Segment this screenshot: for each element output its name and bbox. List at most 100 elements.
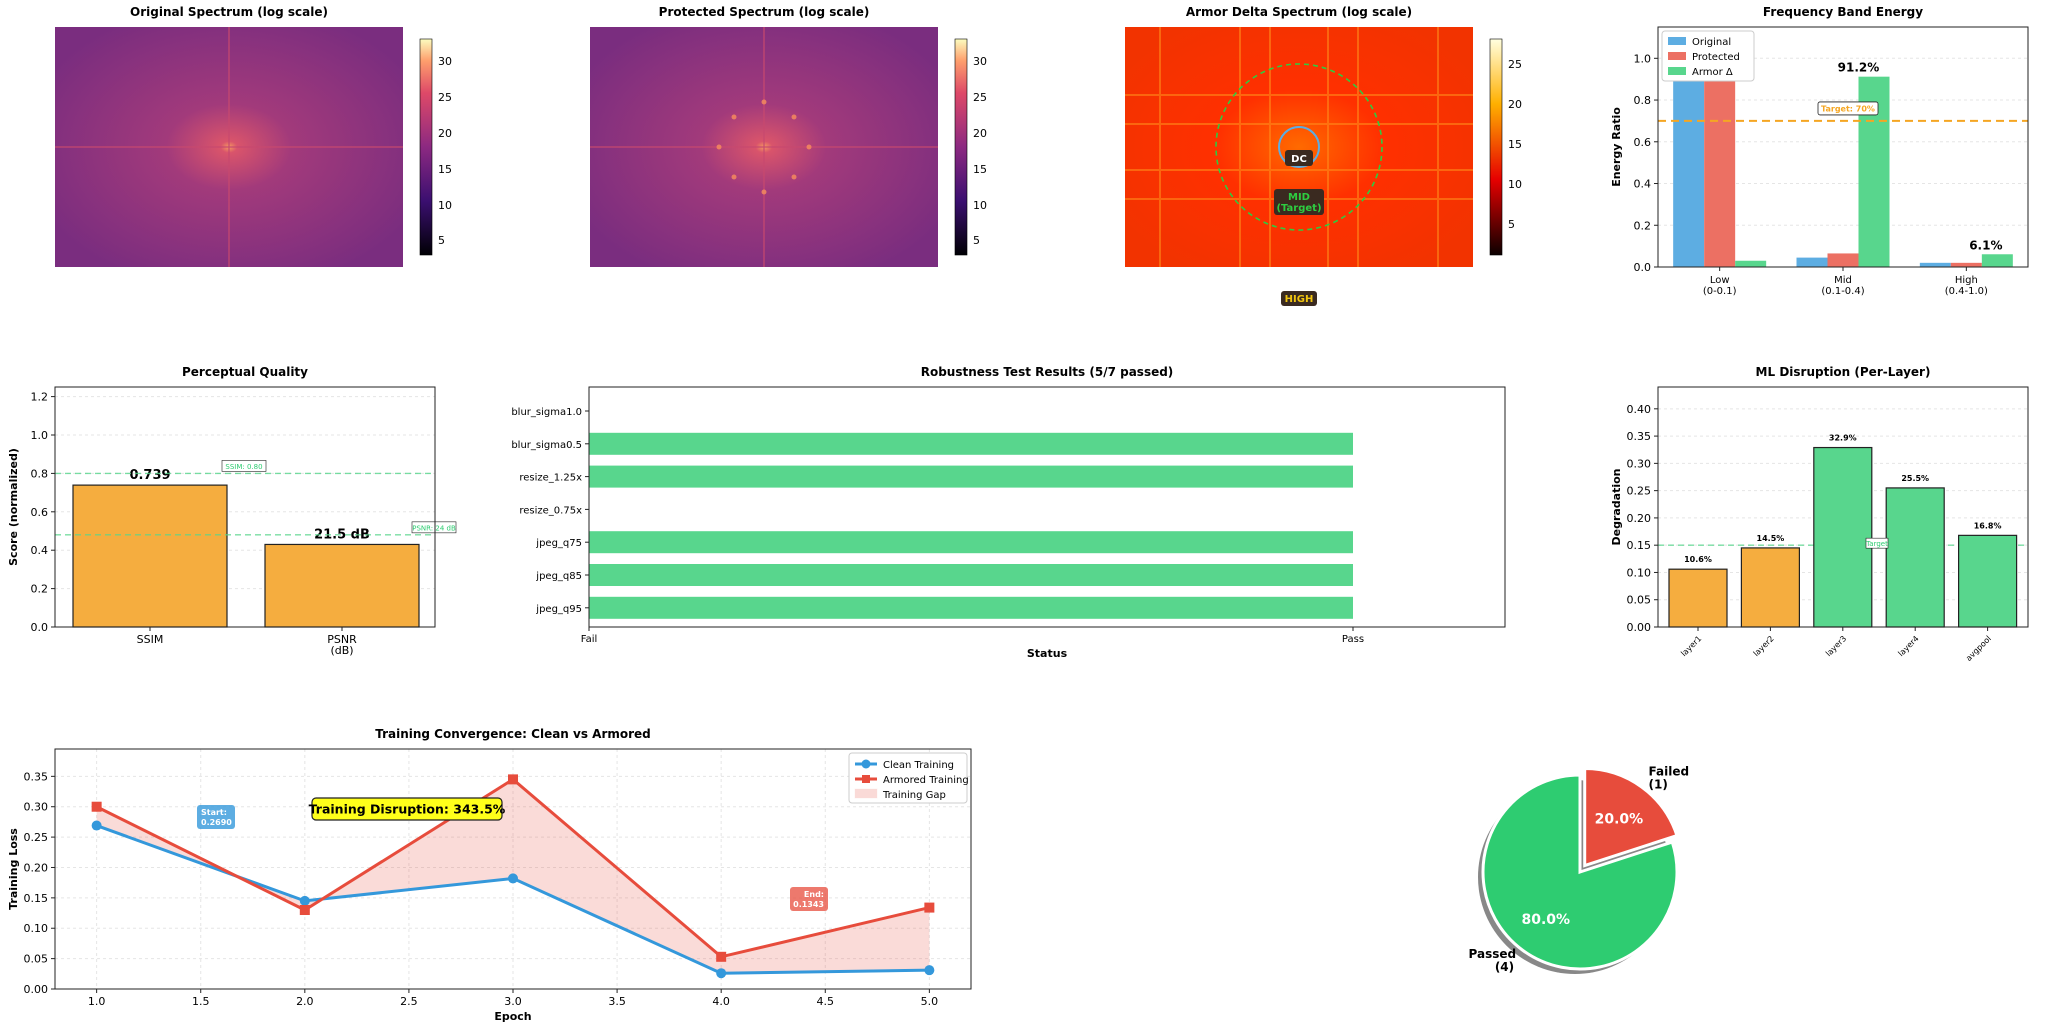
mid-label-line1: MID xyxy=(1288,192,1310,203)
cbar-tick: 10 xyxy=(1508,178,1522,191)
x-tick-label: 5.0 xyxy=(921,995,939,1008)
clean-point xyxy=(716,968,727,979)
end-label-line1: End: xyxy=(804,890,824,899)
x-tick-label: PSNR xyxy=(327,633,357,646)
disruption-label: Training Disruption: 343.5% xyxy=(309,802,506,817)
robustness-chart: Robustness Test Results (5/7 passed) blur… xyxy=(480,360,1540,670)
data-label: 14.5% xyxy=(1757,534,1785,543)
target-label-box xyxy=(1817,101,1879,116)
bar-protected xyxy=(1950,262,1982,267)
y-tick-label: 0.00 xyxy=(1627,621,1652,634)
legend-swatch xyxy=(1668,37,1686,45)
dc-label: DC xyxy=(1291,154,1307,165)
x-tick-label: (0-0.1) xyxy=(1703,286,1737,297)
chart-title: Training Convergence: Clean vs Armored xyxy=(375,727,651,741)
armored-point xyxy=(508,774,518,785)
training-convergence-chart: Training Convergence: Clean vs Armored 1.… xyxy=(0,715,990,1036)
cbar-tick: 30 xyxy=(973,55,987,68)
bar-armor xyxy=(1981,254,2013,267)
plot-frame xyxy=(54,748,972,990)
y-tick-label: 0.10 xyxy=(1627,566,1652,579)
y-tick-label: 0.15 xyxy=(24,892,49,905)
spectrum-original-colorbar-ticks: 5 10 15 20 25 30 xyxy=(438,55,452,247)
y-tick-label: jpeg_q95 xyxy=(535,604,582,615)
data-label: 0.739 xyxy=(129,468,170,483)
x-tick-label: layer2 xyxy=(1752,634,1776,658)
legend-swatch xyxy=(1668,67,1686,75)
threshold-label: Target xyxy=(1865,540,1888,548)
y-tick-label: 0.0 xyxy=(31,621,49,634)
x-tick-label: Pass xyxy=(1342,634,1364,645)
bar-original xyxy=(1796,257,1828,267)
chart-title: Frequency Band Energy xyxy=(1763,5,1923,19)
bar-protected xyxy=(1827,253,1859,267)
spectrum-protected-peaks xyxy=(716,99,812,195)
legend-label: Armor Δ xyxy=(1692,67,1733,78)
disruption-box xyxy=(311,797,503,821)
plot-frame xyxy=(54,386,436,628)
data-label: 6.1% xyxy=(1969,238,2002,252)
armored-point xyxy=(91,801,102,812)
chart-title: Perceptual Quality xyxy=(182,365,308,379)
y-tick-label: 0.25 xyxy=(24,831,49,844)
threshold-label-box xyxy=(1865,537,1889,549)
y-tick-label: 0.8 xyxy=(31,467,49,480)
x-tick-label: (0.4-1.0) xyxy=(1945,286,1988,297)
x-tick-label: (dB) xyxy=(330,644,353,657)
cbar-tick: 25 xyxy=(1508,58,1522,71)
bar-protected xyxy=(1704,75,1736,267)
y-tick-label: 0.4 xyxy=(1634,178,1652,191)
high-label-box xyxy=(1281,291,1317,306)
mid-label-box xyxy=(1274,189,1324,215)
x-axis-label: Status xyxy=(1027,647,1068,660)
y-tick-label: 0.25 xyxy=(1627,485,1652,498)
legend-label: Clean Training xyxy=(883,760,954,771)
pie-slice-failed xyxy=(1583,767,1679,868)
x-tick-label: 3.5 xyxy=(608,995,626,1008)
bar-pass xyxy=(589,596,1353,619)
y-tick-label: 0.40 xyxy=(1627,403,1652,416)
data-label: 91.2% xyxy=(1838,61,1880,75)
dc-label-box xyxy=(1285,150,1313,166)
spectrum-protected-colorbar xyxy=(954,38,968,256)
y-tick-label: 0.4 xyxy=(31,544,49,557)
y-tick-label: 0.05 xyxy=(1627,594,1652,607)
y-tick-label: 0.20 xyxy=(24,861,49,874)
armored-point xyxy=(716,951,727,962)
legend-label: Protected xyxy=(1692,52,1740,63)
bar-original xyxy=(1673,72,1705,267)
cbar-tick: 20 xyxy=(1508,98,1522,111)
legend-box xyxy=(848,752,968,804)
threshold-label-box xyxy=(411,521,457,534)
bar-avgpool xyxy=(1958,534,2018,628)
spectrum-armor-grid-streaks xyxy=(1125,27,1473,267)
clean-point xyxy=(508,873,518,884)
y-axis-label: Degradation xyxy=(1610,468,1623,545)
pie-pct-label: 20.0% xyxy=(1595,811,1644,827)
x-tick-label: layer4 xyxy=(1896,634,1920,658)
bar-layer3 xyxy=(1813,446,1873,628)
bar-layer1 xyxy=(1668,568,1728,628)
y-tick-label: 0.30 xyxy=(24,801,49,814)
legend-marker xyxy=(861,759,871,769)
cbar-tick: 20 xyxy=(438,127,452,140)
pie-pct-label: 80.0% xyxy=(1522,912,1571,928)
start-label-line2: 0.2690 xyxy=(201,818,232,827)
cbar-tick: 15 xyxy=(973,163,987,176)
x-tick-label: 2.5 xyxy=(400,995,418,1008)
y-tick-label: 1.0 xyxy=(31,429,49,442)
threshold-label: PSNR: 24 dB xyxy=(412,524,456,532)
x-axis-label: Epoch xyxy=(494,1010,531,1023)
pie-label-line2: (4) xyxy=(1495,960,1514,974)
spectrum-protected-colorbar-ticks: 5 10 15 20 25 30 xyxy=(973,55,987,247)
plot-frame xyxy=(588,386,1506,628)
x-tick-label: Mid xyxy=(1834,275,1852,286)
x-tick-label: High xyxy=(1955,275,1978,286)
y-tick-label: 0.35 xyxy=(1627,430,1652,443)
cbar-tick: 5 xyxy=(973,234,980,247)
spectrum-armor-panel: Armor Delta Spectrum (log scale) DC MID … xyxy=(1070,0,1590,320)
spectrum-armor-image xyxy=(1125,27,1473,267)
pie-label-line1: Passed xyxy=(1469,947,1517,961)
end-label-line2: 0.1343 xyxy=(793,900,824,909)
y-axis-label: Training Loss xyxy=(7,828,20,910)
